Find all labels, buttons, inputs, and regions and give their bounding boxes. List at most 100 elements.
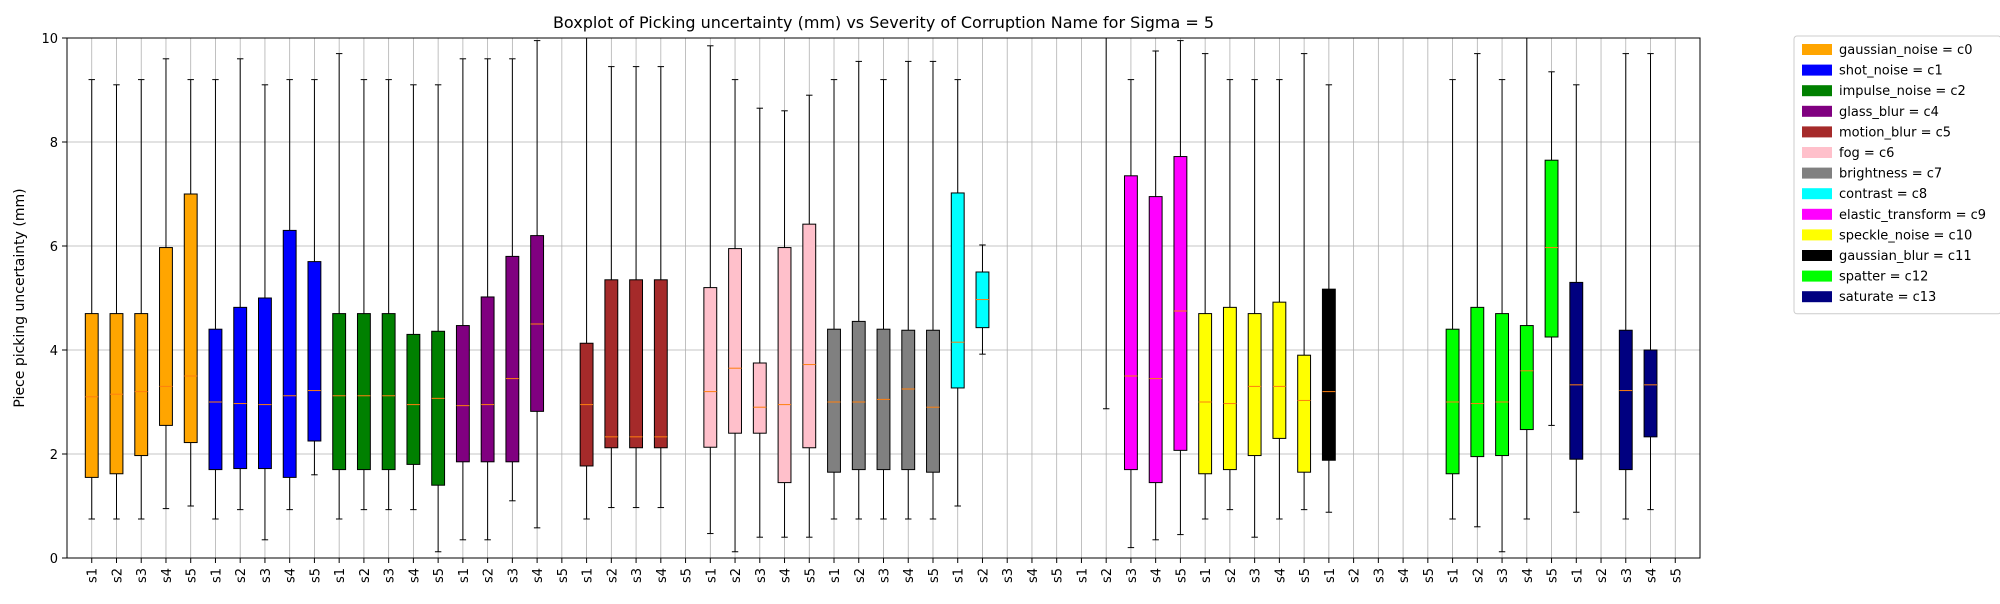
legend-label: gaussian_noise = c0 bbox=[1839, 43, 1972, 58]
box-2-s4 bbox=[406, 84, 421, 511]
x-tick-label: s1 bbox=[1075, 568, 1090, 583]
box-9-s2 bbox=[1222, 79, 1237, 511]
legend-swatch bbox=[1802, 126, 1832, 138]
box-body bbox=[480, 296, 495, 463]
box-11-s2 bbox=[1470, 53, 1485, 528]
x-tick-label: s4 bbox=[655, 568, 670, 583]
legend-label: brightness = c7 bbox=[1839, 167, 1942, 182]
x-tick-label: s5 bbox=[1174, 568, 1189, 583]
box-12-s1 bbox=[1569, 84, 1584, 513]
legend-swatch bbox=[1802, 270, 1832, 282]
x-tick-label: s2 bbox=[358, 568, 373, 583]
legend-swatch bbox=[1802, 291, 1832, 303]
box-8-s2 bbox=[1102, 37, 1110, 410]
legend: gaussian_noise = c0 shot_noise = c1 impuls… bbox=[1793, 35, 2000, 315]
box-body bbox=[728, 248, 742, 434]
box-body bbox=[1173, 156, 1188, 451]
legend-label: shot_noise = c1 bbox=[1839, 64, 1943, 79]
x-tick-label: s4 bbox=[902, 568, 917, 583]
x-tick-label: s1 bbox=[1447, 568, 1462, 583]
x-tick-label: s4 bbox=[1026, 568, 1041, 583]
box-6-s4 bbox=[901, 60, 916, 520]
box-5-s2 bbox=[728, 79, 742, 553]
box-body bbox=[604, 279, 619, 449]
x-tick-label: s5 bbox=[432, 568, 447, 583]
x-tick-label: s3 bbox=[630, 568, 645, 583]
box-7-s2 bbox=[975, 244, 990, 355]
x-tick-label: s5 bbox=[1422, 568, 1437, 583]
legend-label: gaussian_blur = c11 bbox=[1839, 249, 1972, 264]
x-tick-label: s1 bbox=[333, 568, 348, 583]
x-tick-label: s2 bbox=[110, 568, 125, 583]
y-tick-label: 2 bbox=[50, 448, 58, 463]
box-9-s1 bbox=[1198, 53, 1213, 520]
box-9-s5 bbox=[1297, 53, 1312, 511]
x-tick-label: s3 bbox=[383, 568, 398, 583]
x-tick-label: s4 bbox=[1521, 568, 1536, 583]
legend-swatch bbox=[1802, 188, 1832, 200]
box-body bbox=[431, 330, 446, 486]
x-tick-label: s2 bbox=[1224, 568, 1239, 583]
box-6-s5 bbox=[926, 60, 940, 520]
box-5-s1 bbox=[703, 45, 718, 535]
box-body bbox=[1297, 354, 1312, 473]
box-4-s2 bbox=[604, 66, 619, 509]
box-body bbox=[703, 287, 718, 448]
box-11-s1 bbox=[1445, 79, 1460, 520]
x-tick-label: s2 bbox=[234, 568, 249, 583]
x-tick-label: s5 bbox=[1051, 568, 1066, 583]
box-body bbox=[752, 362, 767, 434]
box-9-s3 bbox=[1247, 79, 1262, 538]
x-tick-label: s1 bbox=[704, 568, 719, 583]
box-body bbox=[777, 247, 792, 484]
box-body bbox=[84, 313, 99, 478]
box-8-s4 bbox=[1148, 50, 1163, 541]
box-body bbox=[258, 297, 272, 470]
box-body bbox=[926, 329, 940, 473]
box-body bbox=[802, 223, 817, 449]
x-tick-label: s2 bbox=[729, 568, 744, 583]
x-tick-label: s2 bbox=[1471, 568, 1486, 583]
legend-label: impulse_noise = c2 bbox=[1839, 84, 1966, 99]
legend-label: fog = c6 bbox=[1839, 146, 1894, 161]
box-1-s2 bbox=[233, 58, 248, 511]
legend-swatch bbox=[1802, 85, 1832, 97]
x-tick-label: s4 bbox=[1150, 568, 1165, 583]
y-ticks: 0 2 4 6 8 10 bbox=[41, 32, 67, 567]
legend-swatch bbox=[1802, 229, 1832, 241]
box-8-s3 bbox=[1123, 79, 1138, 549]
x-tick-label: s2 bbox=[482, 568, 497, 583]
x-tick-label: s3 bbox=[1372, 568, 1387, 583]
box-body bbox=[1198, 313, 1213, 475]
x-tick-label: s3 bbox=[1001, 568, 1016, 583]
box-body bbox=[1643, 349, 1658, 438]
x-tick-label: s3 bbox=[754, 568, 769, 583]
box-body bbox=[332, 313, 347, 471]
box-0-s1 bbox=[84, 79, 99, 520]
y-tick-label: 4 bbox=[50, 344, 58, 359]
box-body bbox=[159, 247, 173, 426]
box-body bbox=[505, 255, 520, 463]
legend-label: contrast = c8 bbox=[1839, 187, 1927, 202]
box-body bbox=[455, 325, 470, 463]
box-3-s3 bbox=[505, 58, 520, 502]
x-tick-label: s4 bbox=[407, 568, 422, 583]
legend-swatch bbox=[1802, 208, 1832, 220]
legend-label: elastic_transform = c9 bbox=[1839, 208, 1986, 223]
box-7-s1 bbox=[950, 79, 965, 507]
x-tick-label: s3 bbox=[1125, 568, 1140, 583]
x-tick-label: s1 bbox=[209, 568, 224, 583]
x-tick-label: s1 bbox=[457, 568, 472, 583]
box-body bbox=[1519, 325, 1534, 431]
x-tick-label: s2 bbox=[1595, 568, 1610, 583]
legend-swatch bbox=[1802, 250, 1832, 261]
box-body bbox=[134, 313, 149, 457]
box-0-s4 bbox=[159, 58, 173, 510]
x-ticks: s1 s2 s3 s4 s5 s1 s2 s3 s4 s5 s1 s2 s3 s4 s5 s1 s2 s3 s4 s5… bbox=[86, 558, 1684, 583]
x-tick-label: s1 bbox=[952, 568, 967, 583]
box-5-s4 bbox=[777, 110, 792, 538]
box-body bbox=[530, 235, 545, 412]
box-4-s4 bbox=[653, 66, 668, 509]
box-3-s2 bbox=[480, 58, 495, 541]
